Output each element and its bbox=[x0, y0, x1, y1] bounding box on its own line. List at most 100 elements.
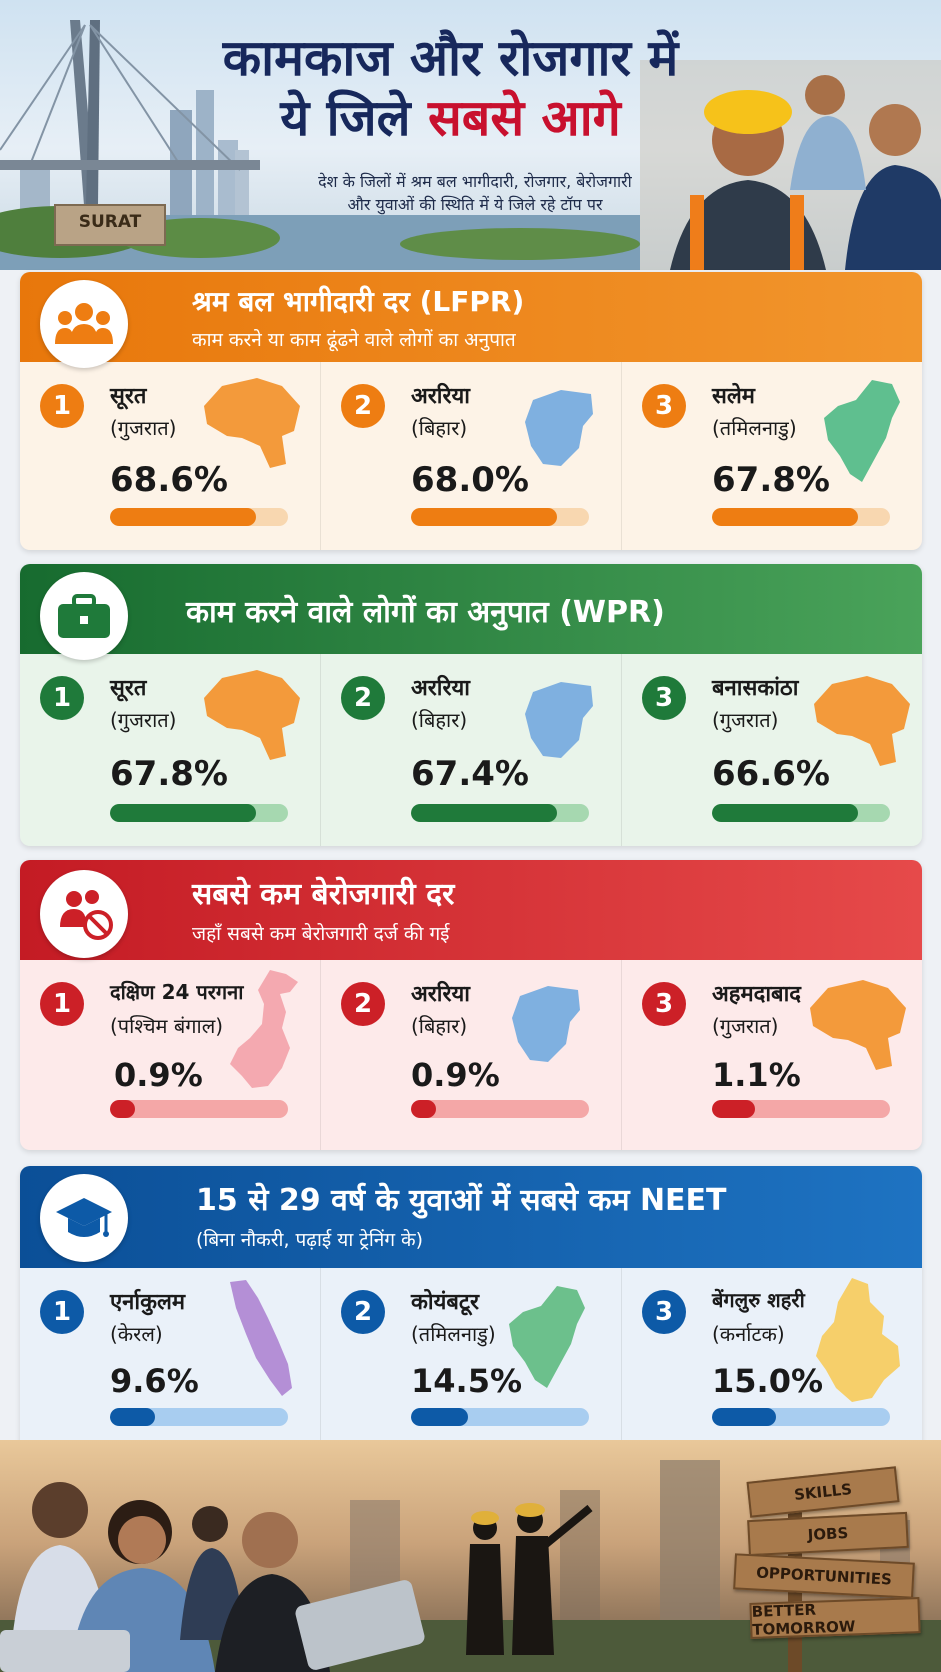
rank-card: 3 बनासकांठा (गुजरात) 66.6% bbox=[622, 654, 922, 846]
section-title: 15 से 29 वर्ष के युवाओं में सबसे कम NEET bbox=[196, 1183, 727, 1218]
progress-fill bbox=[110, 508, 256, 526]
section-header: 15 से 29 वर्ष के युवाओं में सबसे कम NEET… bbox=[20, 1166, 922, 1268]
district-name: अररिया bbox=[411, 982, 470, 1007]
kerala-map-icon bbox=[230, 1280, 292, 1396]
progress-bar bbox=[411, 1408, 589, 1426]
rank-badge: 2 bbox=[341, 982, 385, 1026]
progress-bar bbox=[411, 508, 589, 526]
gujarat-map-icon bbox=[204, 670, 300, 760]
percentage-value: 0.9% bbox=[411, 1056, 500, 1094]
page-title-line2: ये जिले सबसे आगे bbox=[0, 82, 921, 150]
signpost-better-tomorrow: BETTER TOMORROW bbox=[749, 1597, 921, 1639]
progress-bar bbox=[110, 1408, 288, 1426]
rank-card: 3 अहमदाबाद (गुजरात) 1.1% bbox=[622, 960, 922, 1150]
section-subtitle: जहाँ सबसे कम बेरोजगारी दर्ज की गई bbox=[192, 923, 450, 945]
state-name: (कर्नाटक) bbox=[712, 1322, 785, 1346]
rank-card: 2 कोयंबटूर (तमिलनाडु) 14.5% bbox=[321, 1268, 622, 1458]
district-name: अररिया bbox=[411, 384, 470, 409]
gujarat-map-icon bbox=[204, 378, 300, 468]
district-name: कोयंबटूर bbox=[411, 1290, 480, 1315]
rank-badge: 2 bbox=[341, 384, 385, 428]
page-subtitle: देश के जिलों में श्रम बल भागीदारी, रोजगा… bbox=[240, 170, 710, 216]
rank-badge: 3 bbox=[642, 384, 686, 428]
district-name: सूरत bbox=[110, 676, 147, 701]
progress-fill bbox=[411, 1408, 468, 1426]
state-name: (गुजरात) bbox=[712, 1014, 779, 1038]
rank-badge: 3 bbox=[642, 1290, 686, 1334]
percentage-value: 9.6% bbox=[110, 1362, 199, 1400]
progress-fill bbox=[110, 1408, 155, 1426]
state-name: (तमिलनाडु) bbox=[712, 416, 797, 440]
tamilnadu-map-icon bbox=[509, 1286, 585, 1388]
state-name: (केरल) bbox=[110, 1322, 163, 1346]
percentage-value: 68.0% bbox=[411, 460, 529, 500]
west-bengal-map-icon bbox=[230, 970, 298, 1088]
rank-card: 3 बेंगलुरु शहरी (कर्नाटक) 15.0% bbox=[622, 1268, 922, 1458]
state-name: (बिहार) bbox=[411, 1014, 468, 1038]
surat-sign-text: SURAT bbox=[78, 212, 142, 232]
state-name: (बिहार) bbox=[411, 708, 468, 732]
district-name: सलेम bbox=[712, 384, 755, 409]
state-name: (गुजरात) bbox=[712, 708, 779, 732]
bihar-map-icon bbox=[525, 682, 593, 758]
section-unemployment: सबसे कम बेरोजगारी दर जहाँ सबसे कम बेरोजग… bbox=[20, 860, 922, 1150]
progress-fill bbox=[712, 1100, 755, 1118]
district-name: अररिया bbox=[411, 676, 470, 701]
state-name: (गुजरात) bbox=[110, 708, 177, 732]
district-name: दक्षिण 24 परगना bbox=[110, 980, 244, 1004]
ranking-cards: 1 एर्नाकुलम (केरल) 9.6% 2 कोयंबटूर (तमिल… bbox=[20, 1268, 922, 1458]
progress-bar bbox=[110, 804, 288, 822]
rank-card: 2 अररिया (बिहार) 67.4% bbox=[321, 654, 622, 846]
state-name: (बिहार) bbox=[411, 416, 468, 440]
progress-fill bbox=[110, 1100, 135, 1118]
gujarat-map-icon bbox=[814, 676, 910, 766]
footer-illustration bbox=[0, 1460, 941, 1672]
people-unemployed-icon bbox=[40, 870, 128, 958]
progress-fill bbox=[712, 1408, 777, 1426]
rank-badge: 2 bbox=[341, 676, 385, 720]
subtitle-line2: और युवाओं की स्थिति में ये जिले रहे टॉप … bbox=[347, 195, 603, 214]
ranking-cards: 1 सूरत (गुजरात) 67.8% 2 अररिया (बिहार) 6… bbox=[20, 654, 922, 846]
ranking-cards: 1 दक्षिण 24 परगना (पश्चिम बंगाल) 0.9% 2 … bbox=[20, 960, 922, 1150]
progress-bar bbox=[712, 1408, 890, 1426]
progress-fill bbox=[411, 1100, 436, 1118]
percentage-value: 67.4% bbox=[411, 754, 529, 794]
footer-banner: SKILLS JOBS OPPORTUNITIES BETTER TOMORRO… bbox=[0, 1440, 941, 1672]
ranking-cards: 1 सूरत (गुजरात) 68.6% 2 अररिया (बिहार) 6… bbox=[20, 362, 922, 550]
page-title-line1: कामकाज और रोजगार में bbox=[222, 29, 679, 87]
district-name: बनासकांठा bbox=[712, 676, 799, 701]
section-title: श्रम बल भागीदारी दर (LFPR) bbox=[192, 285, 525, 318]
state-name: (पश्चिम बंगाल) bbox=[110, 1014, 224, 1038]
bihar-map-icon bbox=[512, 986, 580, 1062]
subtitle-line1: देश के जिलों में श्रम बल भागीदारी, रोजगा… bbox=[318, 172, 632, 191]
people-group-icon bbox=[40, 280, 128, 368]
bihar-map-icon bbox=[525, 390, 593, 466]
progress-fill bbox=[110, 804, 256, 822]
rank-badge: 1 bbox=[40, 1290, 84, 1334]
progress-bar bbox=[712, 804, 890, 822]
percentage-value: 67.8% bbox=[712, 460, 830, 500]
gujarat-map-icon bbox=[810, 980, 906, 1070]
district-name: अहमदाबाद bbox=[712, 982, 801, 1007]
rank-card: 1 सूरत (गुजरात) 68.6% bbox=[20, 362, 321, 550]
rank-badge: 1 bbox=[40, 676, 84, 720]
percentage-value: 68.6% bbox=[110, 460, 228, 500]
progress-fill bbox=[712, 804, 858, 822]
progress-bar bbox=[411, 804, 589, 822]
tamilnadu-map-icon bbox=[824, 380, 900, 482]
section-header: काम करने वाले लोगों का अनुपात (WPR) bbox=[20, 564, 922, 660]
progress-fill bbox=[411, 804, 557, 822]
briefcase-icon bbox=[40, 572, 128, 660]
rank-badge: 1 bbox=[40, 384, 84, 428]
rank-card: 2 अररिया (बिहार) 68.0% bbox=[321, 362, 622, 550]
progress-bar bbox=[411, 1100, 589, 1118]
title-part-a: ये जिले bbox=[280, 89, 428, 147]
progress-fill bbox=[411, 508, 557, 526]
section-lfpr: श्रम बल भागीदारी दर (LFPR) काम करने या क… bbox=[20, 272, 922, 550]
state-name: (तमिलनाडु) bbox=[411, 1322, 496, 1346]
rank-card: 2 अररिया (बिहार) 0.9% bbox=[321, 960, 622, 1150]
progress-bar bbox=[110, 508, 288, 526]
section-subtitle: काम करने या काम ढूंढने वाले लोगों का अनु… bbox=[192, 329, 516, 351]
percentage-value: 15.0% bbox=[712, 1362, 824, 1400]
percentage-value: 14.5% bbox=[411, 1362, 523, 1400]
